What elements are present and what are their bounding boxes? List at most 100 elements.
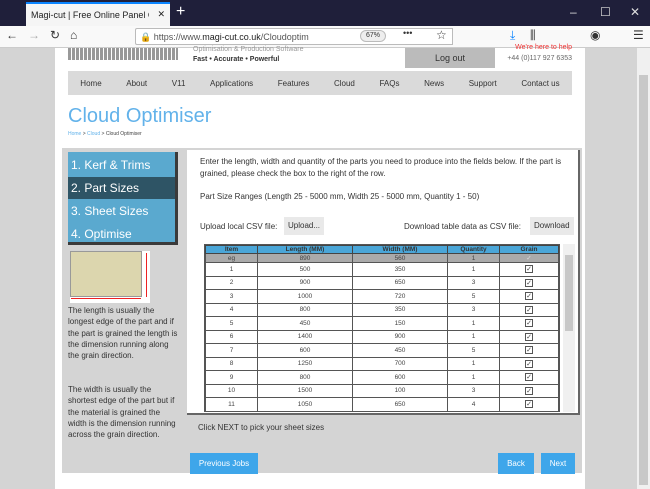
upload-label: Upload local CSV file: [200, 222, 278, 231]
cell-quantity[interactable]: 1 [447, 329, 500, 344]
cell-width[interactable]: 450 [352, 343, 448, 358]
nav-applications[interactable]: Applications [210, 78, 254, 88]
example-row: eg 890 560 1 ✓ [205, 253, 559, 263]
cell-length[interactable]: 1000 [257, 289, 353, 304]
download-button[interactable]: Download [530, 217, 574, 235]
cell-length[interactable]: 800 [257, 302, 353, 317]
back-icon[interactable]: ← [6, 28, 18, 42]
account-icon[interactable]: ◉ [590, 28, 601, 42]
grain-checkbox[interactable]: ✓ [525, 305, 533, 314]
cell-width[interactable]: 100 [352, 383, 448, 398]
cell-length[interactable]: 450 [257, 316, 353, 331]
more-icon[interactable]: ••• [403, 28, 413, 38]
cell-length[interactable]: 500 [257, 262, 353, 277]
width-help: The width is usually the shortest edge o… [68, 385, 176, 440]
cell-width[interactable]: 720 [352, 289, 448, 304]
cell-quantity[interactable]: 5 [447, 289, 500, 304]
cell-quantity[interactable]: 3 [447, 383, 500, 398]
reload-icon[interactable]: ↻ [50, 28, 61, 42]
close-tab-icon[interactable]: ✕ [157, 9, 165, 19]
cell-grain: ✓ [499, 289, 559, 304]
cell-width[interactable]: 900 [352, 329, 448, 344]
grain-checkbox[interactable]: ✓ [525, 265, 533, 274]
table-row: 4 800 350 3 ✓ [205, 302, 559, 317]
cell-quantity[interactable]: 5 [447, 343, 500, 358]
cell-width[interactable]: 650 [352, 397, 448, 411]
cell-quantity[interactable]: 3 [447, 275, 500, 290]
cell-width[interactable]: 150 [352, 316, 448, 331]
cell-length[interactable]: 600 [257, 343, 353, 358]
grain-checkbox[interactable]: ✓ [525, 292, 533, 301]
cell-width[interactable]: 350 [352, 262, 448, 277]
grain-checkbox[interactable]: ✓ [525, 373, 533, 382]
cell-item: 8 [205, 356, 258, 371]
grain-checkbox[interactable]: ✓ [525, 346, 533, 355]
browser-tab[interactable]: Magi-cut | Free Online Panel Cutting ✕ [26, 2, 170, 26]
nav-about[interactable]: About [126, 78, 148, 88]
cell-length[interactable]: 1500 [257, 383, 353, 398]
download-icon[interactable]: ⤓ [510, 28, 516, 42]
cell-width[interactable]: 350 [352, 302, 448, 317]
nav-features[interactable]: Features [277, 78, 310, 88]
cell-width[interactable]: 700 [352, 356, 448, 371]
logout-button[interactable]: Log out [405, 48, 495, 68]
step-part-sizes[interactable]: 2. Part Sizes [68, 177, 175, 199]
table-row: 11 1050 650 4 ✓ [205, 397, 559, 411]
cell-quantity[interactable]: 3 [447, 302, 500, 317]
cell-width[interactable]: 600 [352, 370, 448, 385]
step-sheet-sizes[interactable]: 3. Sheet Sizes [71, 204, 149, 218]
cell-length[interactable]: 900 [257, 275, 353, 290]
breadcrumb-cloud[interactable]: Cloud [87, 131, 101, 137]
zoom-level[interactable]: 67% [360, 30, 386, 42]
upload-button[interactable]: Upload... [284, 217, 325, 235]
table-row: 7 600 450 5 ✓ [205, 343, 559, 358]
grain-checkbox[interactable]: ✓ [525, 332, 533, 341]
home-icon[interactable]: ⌂ [70, 28, 78, 42]
grain-checkbox[interactable]: ✓ [525, 319, 533, 328]
close-window-icon[interactable]: ✕ [630, 5, 641, 19]
url-bar[interactable]: 🔒 https://www.magi-cut.co.uk/Cloudoptim [135, 28, 355, 45]
cell-width: 560 [352, 253, 448, 263]
cell-length[interactable]: 1050 [257, 397, 353, 411]
page-title: Cloud Optimiser [68, 105, 212, 127]
cell-item: 7 [205, 343, 258, 358]
nav-support[interactable]: Support [468, 78, 497, 88]
cell-length[interactable]: 1400 [257, 329, 353, 344]
cell-length[interactable]: 800 [257, 370, 353, 385]
bookmark-star-icon[interactable]: ☆ [436, 28, 447, 42]
nav-cloud[interactable]: Cloud [333, 78, 355, 88]
cell-quantity[interactable]: 1 [447, 356, 500, 371]
library-icon[interactable]: ⫼ [530, 28, 536, 42]
new-tab-icon[interactable]: + [176, 3, 186, 20]
magi-cut-logo[interactable] [68, 48, 178, 60]
nav-faqs[interactable]: FAQs [379, 78, 400, 88]
step-optimise[interactable]: 4. Optimise [71, 227, 132, 241]
menu-icon[interactable]: ☰ [633, 28, 644, 42]
table-scroll-thumb[interactable] [565, 255, 573, 331]
grain-checkbox[interactable]: ✓ [525, 278, 533, 287]
step-kerf-trims[interactable]: 1. Kerf & Trims [71, 158, 151, 172]
nav-news[interactable]: News [424, 78, 445, 88]
page-scroll-thumb[interactable] [639, 75, 648, 485]
cell-quantity[interactable]: 1 [447, 370, 500, 385]
minimize-icon[interactable]: – [570, 5, 577, 19]
next-button[interactable]: Next [541, 453, 575, 474]
cell-quantity[interactable]: 1 [447, 262, 500, 277]
nav-contact[interactable]: Contact us [521, 78, 560, 88]
cell-item: 11 [205, 397, 258, 411]
back-button[interactable]: Back [498, 453, 534, 474]
intro-text: Enter the length, width and quantity of … [200, 157, 562, 178]
nav-v11[interactable]: V11 [171, 78, 186, 88]
cell-quantity[interactable]: 4 [447, 397, 500, 411]
previous-jobs-button[interactable]: Previous Jobs [190, 453, 258, 474]
cell-length[interactable]: 1250 [257, 356, 353, 371]
grain-checkbox[interactable]: ✓ [525, 386, 533, 395]
grain-checkbox[interactable]: ✓ [525, 400, 533, 409]
nav-home[interactable]: Home [80, 78, 102, 88]
breadcrumb-home[interactable]: Home [68, 131, 82, 137]
grain-checkbox[interactable]: ✓ [525, 359, 533, 368]
cell-width[interactable]: 650 [352, 275, 448, 290]
forward-icon[interactable]: → [28, 28, 40, 42]
maximize-icon[interactable]: ☐ [600, 5, 611, 19]
cell-quantity[interactable]: 1 [447, 316, 500, 331]
